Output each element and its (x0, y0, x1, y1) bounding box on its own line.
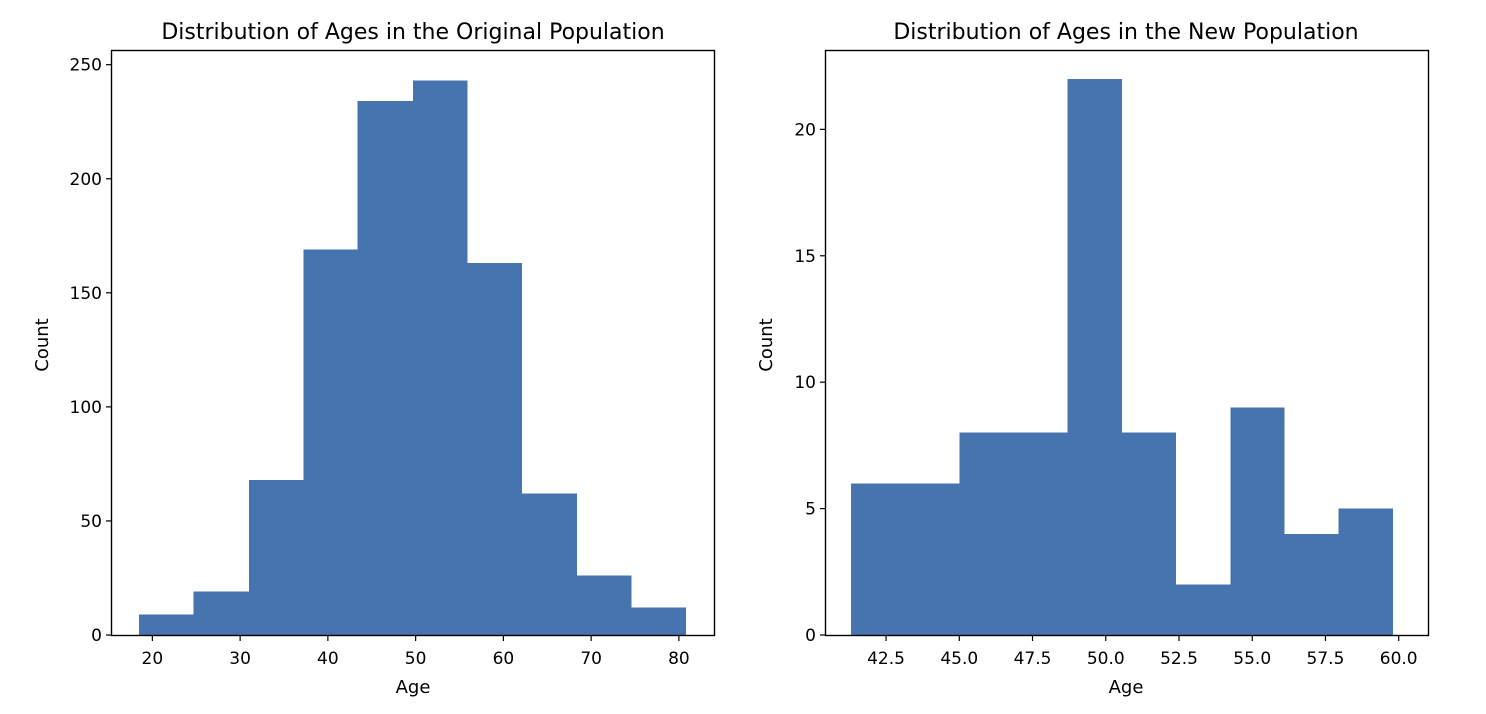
histogram-bar (1013, 432, 1068, 635)
y-tick-label: 15 (794, 247, 816, 267)
histogram-bar (850, 483, 906, 635)
bars-group (139, 80, 686, 635)
histogram-bar (303, 249, 358, 635)
histogram-bar (357, 101, 413, 635)
histogram-bar (467, 263, 522, 635)
plot-frame (824, 49, 1430, 637)
x-tick-label: 50 (405, 649, 427, 669)
x-tick-label: 47.5 (1014, 649, 1052, 669)
y-axis-ticks: 0 5 10 15 20 (794, 120, 826, 646)
x-tick-label: 80 (668, 649, 690, 669)
histogram-bar (959, 432, 1014, 635)
x-tick-label: 70 (580, 649, 602, 669)
y-tick-label: 150 (70, 284, 102, 304)
histogram-bar (1230, 407, 1285, 635)
y-tick-label: 20 (794, 120, 816, 140)
chart-title: Distribution of Ages in the Original Pop… (161, 20, 664, 45)
y-tick-label: 10 (794, 373, 816, 393)
histogram-bar (631, 607, 686, 635)
y-tick-label: 0 (91, 626, 102, 646)
x-tick-label: 45.0 (940, 649, 978, 669)
x-tick-label: 42.5 (867, 649, 905, 669)
x-axis-label: Age (396, 677, 431, 698)
x-tick-label: 55.0 (1233, 649, 1271, 669)
x-axis-ticks: 42.5 45.0 47.5 50.0 52.5 55.0 57.5 60.0 (867, 635, 1418, 669)
histogram-bar (248, 479, 304, 635)
y-tick-label: 5 (805, 500, 816, 520)
y-tick-label: 0 (805, 626, 816, 646)
x-tick-label: 52.5 (1160, 649, 1198, 669)
histogram-bar (139, 614, 194, 635)
histogram-bar (1338, 508, 1393, 635)
y-axis-label: Count (756, 318, 777, 371)
chart-original-population: Distribution of Ages in the Original Pop… (32, 20, 716, 698)
y-tick-label: 200 (70, 170, 102, 190)
y-axis-label: Count (32, 318, 53, 371)
x-tick-label: 40 (317, 649, 339, 669)
y-tick-label: 250 (70, 56, 102, 76)
bars-group (850, 78, 1393, 636)
x-axis-label: Age (1109, 677, 1144, 698)
chart-title: Distribution of Ages in the New Populati… (893, 20, 1358, 45)
x-tick-label: 60.0 (1380, 649, 1418, 669)
histogram-bar (1121, 432, 1177, 635)
histogram-bar (905, 483, 960, 635)
histogram-bar (1176, 584, 1231, 635)
y-tick-label: 50 (80, 512, 102, 532)
histogram-bar (1067, 78, 1122, 636)
histogram-bar (521, 493, 578, 635)
x-axis-ticks: 20 30 40 50 60 70 80 (142, 635, 690, 669)
x-tick-label: 20 (142, 649, 164, 669)
plot-frame (110, 49, 716, 637)
y-axis-ticks: 0 50 100 150 200 250 (70, 56, 112, 646)
x-tick-label: 60 (493, 649, 515, 669)
y-tick-label: 100 (70, 398, 102, 418)
x-tick-label: 50.0 (1087, 649, 1125, 669)
histogram-bar (577, 575, 632, 635)
x-tick-label: 30 (229, 649, 251, 669)
histogram-bar (413, 80, 468, 635)
chart-new-population: Distribution of Ages in the New Populati… (756, 20, 1430, 698)
histogram-bar (1284, 533, 1339, 635)
x-tick-label: 57.5 (1307, 649, 1345, 669)
histogram-bar (193, 591, 249, 635)
